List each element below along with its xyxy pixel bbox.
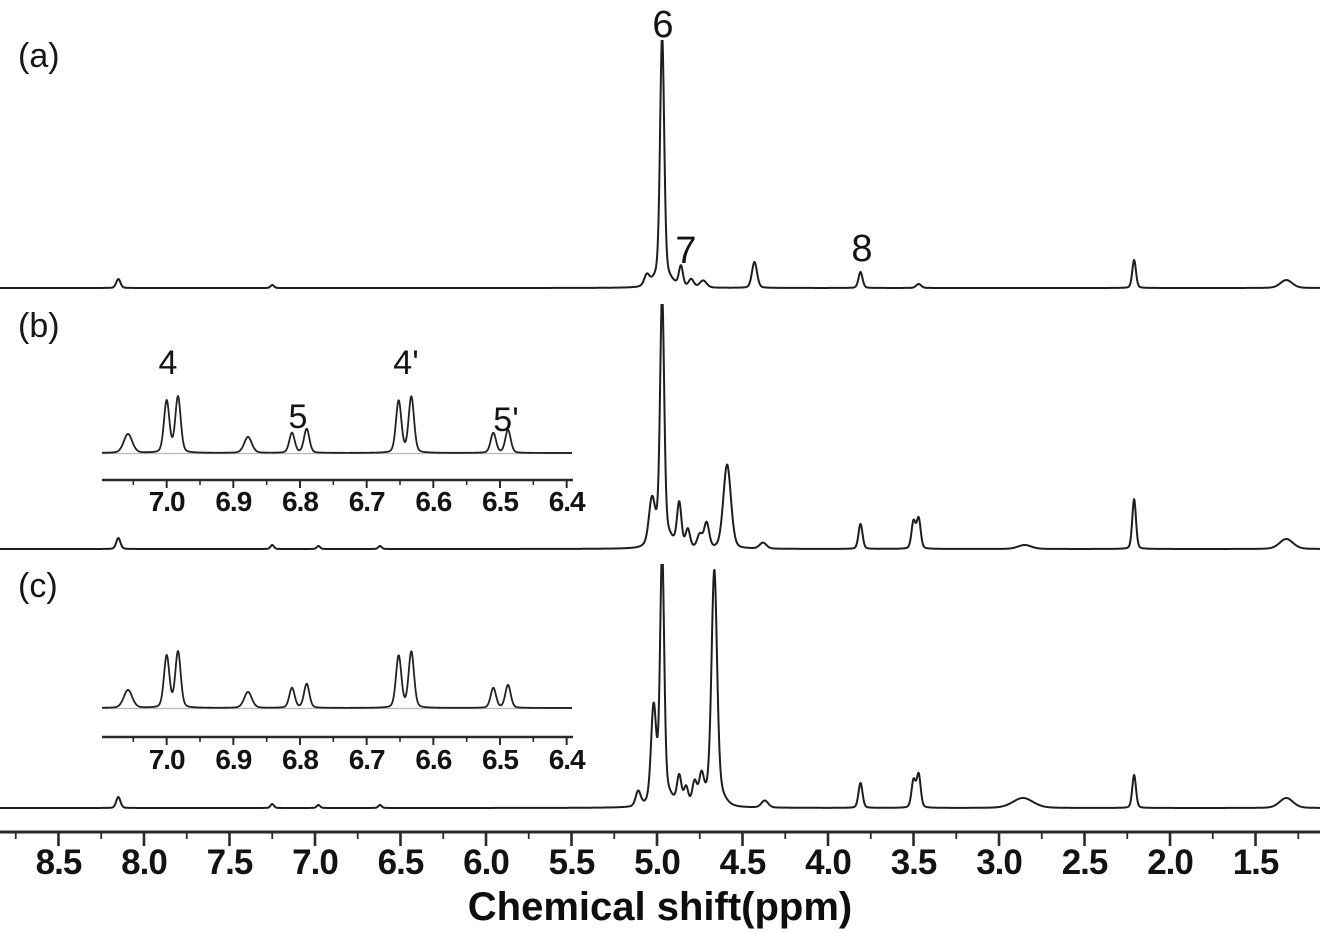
- axis-tick-label: 5.0: [634, 843, 681, 882]
- peak-label-inset-4p: 4': [393, 344, 419, 382]
- axis-tick-label: 7.0: [292, 843, 339, 882]
- inset-spectrum-b: [101, 395, 573, 488]
- peak-label-inset-4: 4: [158, 344, 178, 382]
- axis-tick-label: 6.0: [463, 843, 510, 882]
- peak-label-a-7: 7: [675, 230, 697, 272]
- peak-label-a-8: 8: [851, 228, 873, 270]
- axis-tick-label: 6.4: [548, 744, 586, 775]
- axis-tick-label: 6.4: [548, 486, 586, 517]
- axis-tick-label: 6.8: [282, 744, 319, 775]
- axis-tick-label: 6.7: [348, 744, 386, 775]
- inset-curve-b: [101, 395, 573, 454]
- axis-tick-label: 6.5: [377, 843, 425, 882]
- axis-tick-label: 7.5: [206, 843, 254, 882]
- spectrum-panel-b: [0, 304, 1320, 550]
- peak-label-inset-5: 5: [288, 398, 308, 436]
- axis-tick-label: 3.0: [976, 843, 1023, 882]
- axis-tick-label: 6.8: [282, 486, 319, 517]
- panel-label-a: (a): [18, 37, 60, 75]
- peak-label-inset-5p: 5': [493, 401, 519, 439]
- axis-tick-label: 2.5: [1061, 843, 1109, 882]
- spectrum-panel-a: [0, 40, 1320, 289]
- inset-spectrum-c: [101, 650, 573, 745]
- spectrum-curve-b: [0, 304, 1320, 550]
- axis-tick-label: 7.0: [148, 744, 186, 775]
- axis-tick-label: 6.9: [215, 744, 252, 775]
- spectrum-curve-c: [0, 564, 1320, 809]
- axis-tick-label: 4.5: [719, 843, 767, 882]
- axis-tick-label: 5.5: [548, 843, 596, 882]
- axis-tick-label: 3.5: [890, 843, 938, 882]
- x-axis: [0, 830, 1320, 846]
- axis-tick-label: 7.0: [148, 486, 186, 517]
- axis-tick-label: 8.0: [121, 843, 168, 882]
- panel-label-c: (c): [18, 567, 58, 605]
- x-axis-title: Chemical shift(ppm): [467, 885, 853, 929]
- peak-label-a-6: 6: [652, 4, 674, 46]
- spectrum-curve-a: [0, 40, 1320, 289]
- inset-curve-c: [101, 650, 573, 709]
- axis-tick-label: 6.9: [215, 486, 252, 517]
- axis-tick-label: 4.0: [805, 843, 852, 882]
- axis-tick-label: 8.5: [35, 843, 83, 882]
- axis-tick-label: 1.5: [1232, 843, 1280, 882]
- axis-tick-label: 6.6: [415, 486, 452, 517]
- axis-tick-label: 6.6: [415, 744, 452, 775]
- panel-label-b: (b): [18, 307, 60, 345]
- axis-tick-label: 6.5: [482, 744, 519, 775]
- axis-tick-label: 6.5: [482, 486, 519, 517]
- spectrum-panel-c: [0, 564, 1320, 809]
- axis-tick-label: 6.7: [348, 486, 386, 517]
- axis-tick-label: 2.0: [1147, 843, 1194, 882]
